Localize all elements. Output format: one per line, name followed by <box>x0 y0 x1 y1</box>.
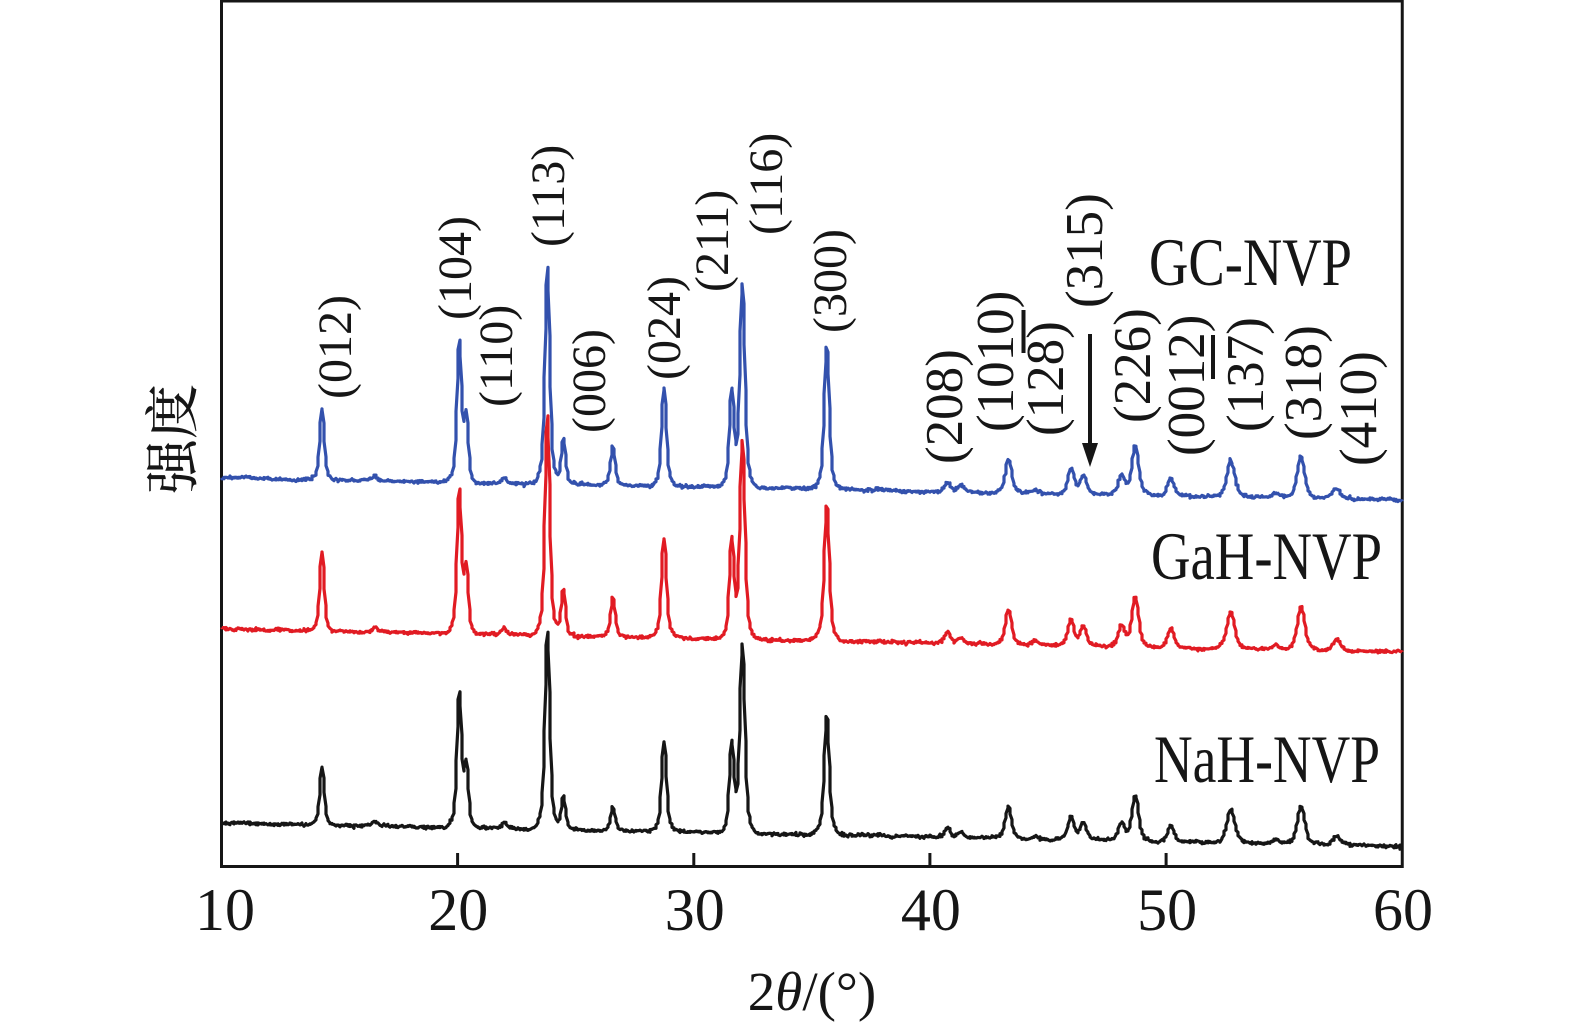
svg-text:(006): (006) <box>563 329 616 433</box>
svg-text:(113): (113) <box>522 145 575 247</box>
svg-text:20: 20 <box>428 877 488 943</box>
svg-text:(410): (410) <box>1330 351 1388 466</box>
svg-text:2θ/(°): 2θ/(°) <box>748 961 876 1022</box>
svg-text:(110): (110) <box>470 305 523 407</box>
svg-text:(104): (104) <box>429 216 482 320</box>
svg-text:GC-NVP: GC-NVP <box>1149 224 1352 300</box>
svg-text:(024): (024) <box>638 276 691 380</box>
svg-text:(300): (300) <box>804 229 857 333</box>
svg-text:10: 10 <box>195 877 255 943</box>
svg-text:(211): (211) <box>686 190 739 292</box>
svg-text:(128): (128) <box>1017 321 1075 436</box>
svg-text:(315): (315) <box>1056 193 1114 308</box>
svg-text:(012): (012) <box>309 295 362 399</box>
svg-text:30: 30 <box>665 877 725 943</box>
svg-text:GaH-NVP: GaH-NVP <box>1151 518 1382 594</box>
svg-text:(1010): (1010) <box>967 291 1025 432</box>
svg-text:(116): (116) <box>740 133 793 235</box>
svg-text:(137): (137) <box>1217 317 1275 432</box>
svg-text:(226): (226) <box>1104 308 1162 423</box>
svg-text:50: 50 <box>1137 877 1197 943</box>
svg-text:(318): (318) <box>1275 325 1333 440</box>
svg-text:40: 40 <box>901 877 961 943</box>
svg-text:NaH-NVP: NaH-NVP <box>1154 721 1380 797</box>
svg-text:(208): (208) <box>916 349 974 464</box>
svg-text:60: 60 <box>1373 877 1433 943</box>
svg-text:(0012): (0012) <box>1158 315 1216 456</box>
